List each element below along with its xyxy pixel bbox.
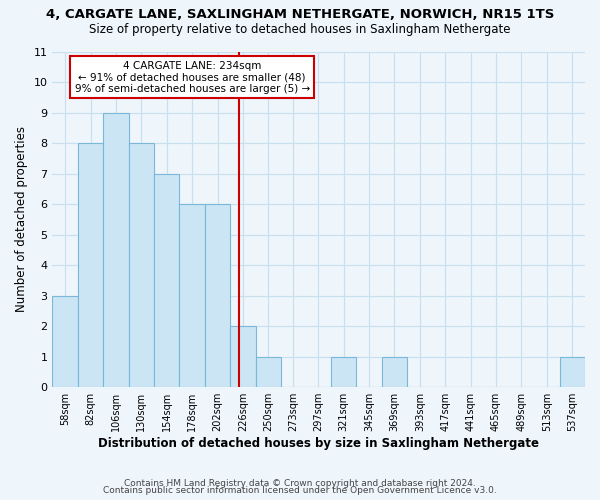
Bar bbox=[179, 204, 205, 387]
Bar bbox=[128, 143, 154, 387]
Bar bbox=[205, 204, 230, 387]
Bar bbox=[331, 356, 356, 387]
Bar bbox=[560, 356, 585, 387]
Text: 4, CARGATE LANE, SAXLINGHAM NETHERGATE, NORWICH, NR15 1TS: 4, CARGATE LANE, SAXLINGHAM NETHERGATE, … bbox=[46, 8, 554, 20]
Text: Size of property relative to detached houses in Saxlingham Nethergate: Size of property relative to detached ho… bbox=[89, 22, 511, 36]
Text: Contains public sector information licensed under the Open Government Licence v3: Contains public sector information licen… bbox=[103, 486, 497, 495]
Y-axis label: Number of detached properties: Number of detached properties bbox=[15, 126, 28, 312]
Bar bbox=[52, 296, 78, 387]
Bar bbox=[230, 326, 256, 387]
Bar bbox=[154, 174, 179, 387]
Bar bbox=[103, 112, 128, 387]
Text: Contains HM Land Registry data © Crown copyright and database right 2024.: Contains HM Land Registry data © Crown c… bbox=[124, 478, 476, 488]
X-axis label: Distribution of detached houses by size in Saxlingham Nethergate: Distribution of detached houses by size … bbox=[98, 437, 539, 450]
Bar bbox=[78, 143, 103, 387]
Bar bbox=[382, 356, 407, 387]
Text: 4 CARGATE LANE: 234sqm
← 91% of detached houses are smaller (48)
9% of semi-deta: 4 CARGATE LANE: 234sqm ← 91% of detached… bbox=[74, 60, 310, 94]
Bar bbox=[256, 356, 281, 387]
